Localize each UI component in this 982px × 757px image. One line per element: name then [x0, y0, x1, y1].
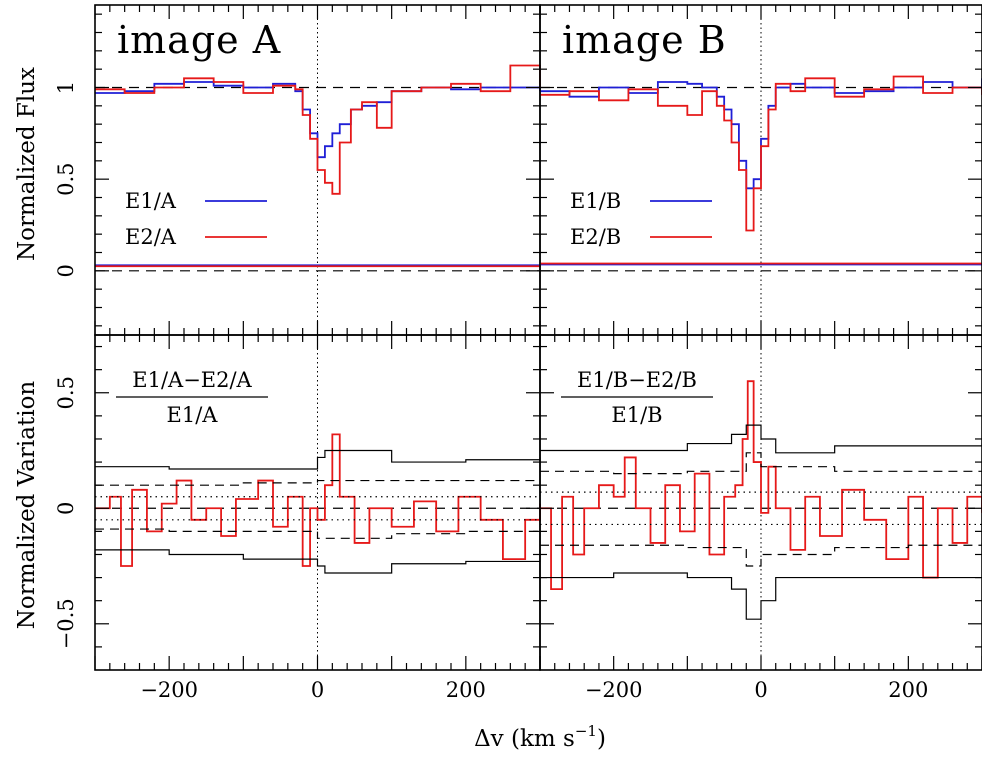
x-tick-label: 200 [888, 678, 928, 702]
ylabel-top: Normalized Flux [14, 67, 40, 261]
legend-label: E2/B [570, 225, 621, 249]
y-tick-label: 1 [54, 81, 78, 94]
y-tick-label: 0.5 [54, 162, 78, 195]
series-line-5 [95, 528, 540, 539]
panel-2: image B E1/B E2/B [539, 4, 982, 336]
y-tick-label: 0.5 [54, 376, 78, 409]
panel-1: 0 0.5 1 image A E1/A E2/A [54, 4, 541, 336]
series-line-2 [95, 64, 541, 195]
ylabel-bottom: Normalized Variation [14, 381, 40, 630]
series-line-3 [95, 549, 541, 574]
series-line-3 [540, 263, 982, 266]
legend-label: E2/A [125, 225, 177, 249]
series-line-5 [540, 542, 982, 567]
xlabel-exponent: −1 [575, 722, 597, 740]
panel-3: −0.5 0 0.5 −200 0 200 E1/A−E2/A E1/A [54, 334, 541, 702]
panel-4: −200 0 200 E1/B−E2/B E1/B [539, 334, 982, 702]
series-line-4 [540, 452, 982, 475]
series-line-3 [540, 572, 982, 620]
x-tick-label: 0 [754, 678, 767, 702]
x-tick-label: 200 [446, 678, 486, 702]
panel-title: image B [562, 18, 727, 62]
y-tick-label: 0 [54, 264, 78, 277]
series-line-1 [540, 380, 982, 591]
annotation-numerator: E1/B−E2/B [577, 368, 697, 392]
series-line-4 [95, 479, 540, 486]
series-line-2 [95, 449, 541, 470]
x-tick-label: −200 [140, 678, 198, 702]
series-line-4 [540, 262, 982, 265]
series-line-2 [540, 424, 982, 454]
annotation-numerator: E1/A−E2/A [132, 368, 252, 392]
annotation-denominator: E1/A [167, 403, 219, 427]
y-tick-label: 0 [54, 502, 78, 515]
series-line-4 [95, 265, 541, 268]
annotation-denominator: E1/B [611, 403, 662, 427]
xlabel: Δv (km s−1) [474, 722, 606, 752]
series-line-1 [95, 433, 541, 567]
series-line-2 [540, 75, 982, 232]
xlabel-main: Δv (km s [474, 726, 575, 752]
legend-label: E1/B [570, 189, 621, 213]
xlabel-close: ) [597, 726, 606, 752]
y-tick-label: −0.5 [54, 598, 78, 649]
x-tick-label: 0 [311, 678, 324, 702]
panel-title: image A [117, 18, 281, 62]
panels: 0 0.5 1 image A E1/A E2/A image B E1/B E2/B −0.5 0… [54, 4, 982, 702]
x-tick-label: −200 [585, 678, 643, 702]
legend-label: E1/A [125, 189, 177, 213]
